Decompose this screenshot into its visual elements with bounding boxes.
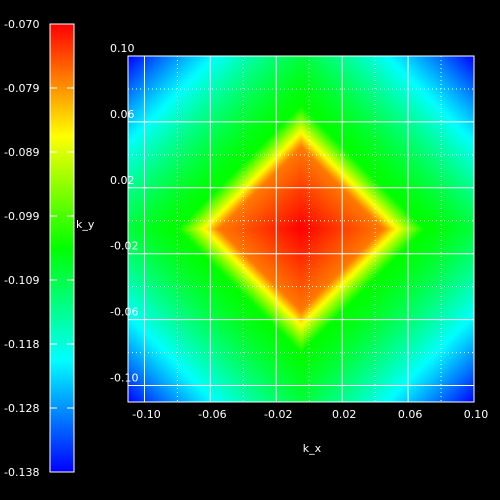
colorbar-tick-label: -0.128 — [4, 402, 39, 415]
y-tick-label: 0.06 — [110, 108, 135, 121]
y-tick-label: 0.02 — [110, 174, 135, 187]
y-tick-label: -0.02 — [110, 240, 138, 253]
y-tick-label: -0.06 — [110, 306, 138, 319]
y-axis-ticks: 0.10 0.06 0.02 -0.02 -0.06 -0.10 — [110, 42, 138, 385]
x-tick-label: -0.02 — [264, 408, 292, 421]
colorbar-tick-label: -0.109 — [4, 274, 39, 287]
colorbar-tick-label: -0.118 — [4, 338, 39, 351]
colorbar — [49, 23, 75, 473]
colorbar-tick-label: -0.089 — [4, 146, 39, 159]
x-tick-label: -0.10 — [132, 408, 160, 421]
y-axis-label: k_y — [76, 218, 95, 231]
colorbar-tick-label: -0.070 — [4, 18, 39, 31]
plot-frame — [127, 55, 475, 403]
plot-grid — [128, 56, 474, 402]
colorbar-ticks: -0.070 -0.079 -0.089 -0.099 -0.109 -0.118 -0.1… — [4, 18, 74, 479]
y-tick-label: 0.10 — [110, 42, 135, 55]
heatmap-surface — [128, 56, 474, 402]
colorbar-tick-label: -0.099 — [4, 210, 39, 223]
colorbar-tick-label: -0.138 — [4, 466, 39, 479]
x-tick-label: 0.10 — [464, 408, 489, 421]
x-axis-label: k_x — [303, 442, 322, 455]
x-tick-label: -0.06 — [198, 408, 226, 421]
x-tick-label: 0.02 — [332, 408, 357, 421]
colorbar-tick-label: -0.079 — [4, 82, 39, 95]
x-axis-ticks: -0.10 -0.06 -0.02 0.02 0.06 0.10 — [132, 408, 488, 421]
x-tick-label: 0.06 — [398, 408, 423, 421]
y-tick-label: -0.10 — [110, 372, 138, 385]
